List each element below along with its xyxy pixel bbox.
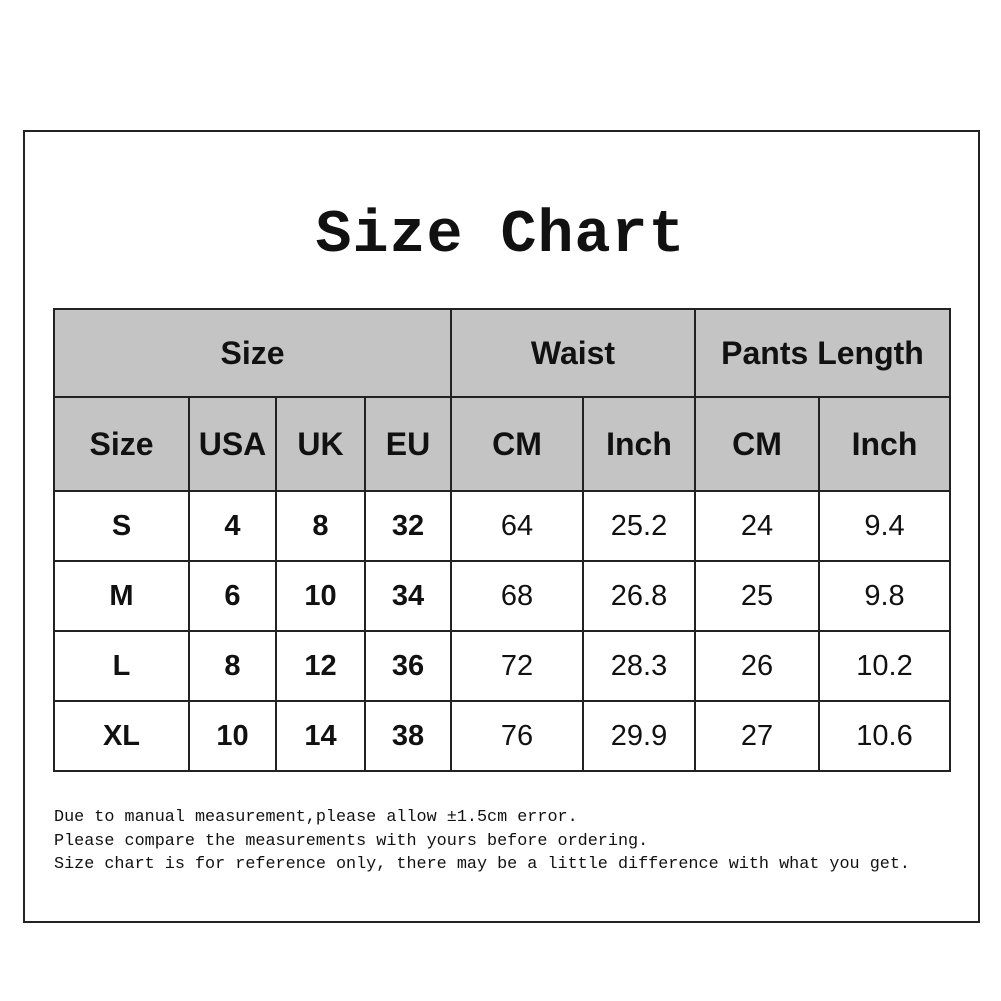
table-cell: 32 xyxy=(364,490,452,562)
group-header-waist: Waist xyxy=(450,308,696,398)
group-header-row: Size Waist Pants Length xyxy=(53,308,951,398)
table-row: L 8 12 36 72 28.3 26 10.2 xyxy=(53,630,951,702)
table-cell: XL xyxy=(53,700,190,772)
table-cell: 9.4 xyxy=(818,490,951,562)
column-header: Inch xyxy=(582,396,696,492)
table-cell: 4 xyxy=(188,490,277,562)
note-line: Please compare the measurements with you… xyxy=(54,831,649,851)
table-cell: L xyxy=(53,630,190,702)
table-cell: 28.3 xyxy=(582,630,696,702)
note-line: Size chart is for reference only, there … xyxy=(54,855,910,874)
table-cell: 10.2 xyxy=(818,630,951,702)
table-cell: 26 xyxy=(694,630,820,702)
notes: Due to manual measurement,please allow ±… xyxy=(54,806,910,877)
table-row: XL 10 14 38 76 29.9 27 10.6 xyxy=(53,700,951,772)
table-cell: 72 xyxy=(450,630,584,702)
table-cell: 26.8 xyxy=(582,560,696,632)
group-header-pants-length: Pants Length xyxy=(694,308,951,398)
table-cell: 27 xyxy=(694,700,820,772)
table-cell: 8 xyxy=(275,490,366,562)
table-cell: 12 xyxy=(275,630,366,702)
table-cell: 64 xyxy=(450,490,584,562)
table-cell: 68 xyxy=(450,560,584,632)
column-header: UK xyxy=(275,396,366,492)
group-header-size: Size xyxy=(53,308,452,398)
table-cell: 14 xyxy=(275,700,366,772)
column-header: CM xyxy=(450,396,584,492)
table-cell: M xyxy=(53,560,190,632)
table-cell: S xyxy=(53,490,190,562)
table-cell: 10 xyxy=(188,700,277,772)
table-cell: 24 xyxy=(694,490,820,562)
table-row: S 4 8 32 64 25.2 24 9.4 xyxy=(53,490,951,562)
table-cell: 10 xyxy=(275,560,366,632)
table-cell: 36 xyxy=(364,630,452,702)
table-cell: 34 xyxy=(364,560,452,632)
table-cell: 6 xyxy=(188,560,277,632)
table-cell: 9.8 xyxy=(818,560,951,632)
note-line: Due to manual measurement,please allow ±… xyxy=(54,808,578,827)
table-cell: 29.9 xyxy=(582,700,696,772)
table-cell: 25.2 xyxy=(582,490,696,562)
table-cell: 25 xyxy=(694,560,820,632)
column-header: CM xyxy=(694,396,820,492)
column-header: USA xyxy=(188,396,277,492)
size-table: Size Waist Pants Length Size USA UK EU CM Inc… xyxy=(53,308,951,772)
sub-header-row: Size USA UK EU CM Inch CM Inch xyxy=(53,396,951,492)
table-cell: 76 xyxy=(450,700,584,772)
column-header: Inch xyxy=(818,396,951,492)
column-header: Size xyxy=(53,396,190,492)
table-row: M 6 10 34 68 26.8 25 9.8 xyxy=(53,560,951,632)
column-header: EU xyxy=(364,396,452,492)
table-cell: 10.6 xyxy=(818,700,951,772)
table-cell: 8 xyxy=(188,630,277,702)
page-title: Size Chart xyxy=(315,202,686,270)
chart-frame xyxy=(23,130,980,923)
table-cell: 38 xyxy=(364,700,452,772)
